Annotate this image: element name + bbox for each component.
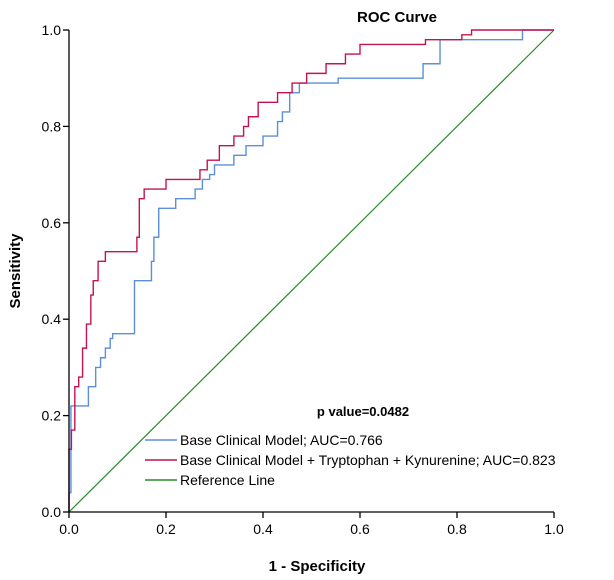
series-layer [68, 29, 555, 513]
x-tick-label: 1.0 [544, 521, 564, 537]
series-line-1 [68, 29, 554, 512]
legend-label-1: Base Clinical Model; AUC=0.766 [180, 432, 383, 448]
x-tick-label: 0.8 [447, 521, 467, 537]
p-value-annotation: p value=0.0482 [317, 404, 409, 419]
x-tick-label: 0.0 [59, 521, 79, 537]
chart-title: ROC Curve [357, 9, 437, 26]
series-line-3 [68, 29, 555, 513]
y-tick-label: 0.8 [42, 118, 62, 134]
ticks-layer: 0.0 0.2 0.4 0.6 0.8 1.0 0.0 0.2 0.4 0.6 0.8 1.0 [42, 22, 564, 537]
legend: Base Clinical Model; AUC=0.766 Base Clini… [145, 432, 556, 488]
y-tick-label: 0.4 [42, 311, 62, 327]
legend-label-3: Reference Line [180, 472, 275, 488]
x-tick-label: 0.6 [350, 521, 370, 537]
y-tick-label: 0.2 [42, 408, 62, 424]
y-axis-label: Sensitivity [7, 233, 24, 309]
legend-label-2: Base Clinical Model + Tryptophan + Kynur… [180, 452, 556, 468]
y-tick-label: 1.0 [42, 22, 62, 38]
plot-area: 0.0 0.2 0.4 0.6 0.8 1.0 0.0 0.2 0.4 0.6 0.8 1.0 [42, 22, 564, 537]
series-line-2 [68, 29, 554, 512]
x-tick-label: 0.4 [253, 521, 273, 537]
y-tick-label: 0.0 [42, 504, 62, 520]
x-tick-label: 0.2 [156, 521, 176, 537]
y-tick-label: 0.6 [42, 215, 62, 231]
x-axis-label: 1 - Specificity [269, 558, 366, 575]
